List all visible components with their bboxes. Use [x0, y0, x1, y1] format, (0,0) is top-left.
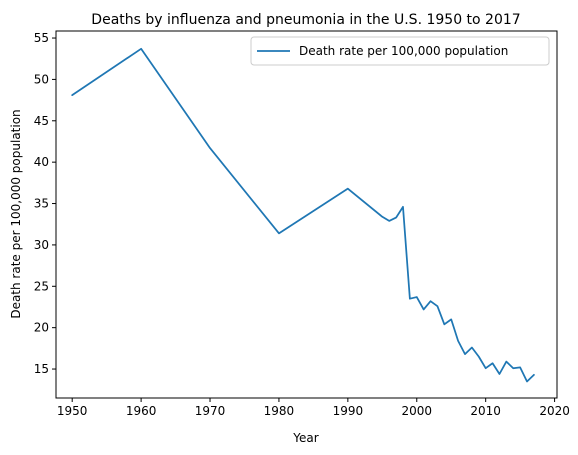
y-tick-label: 20	[34, 321, 49, 335]
legend-entry-label: Death rate per 100,000 population	[299, 44, 508, 58]
x-tick-label: 2020	[539, 404, 570, 418]
x-tick-label: 1970	[195, 404, 226, 418]
x-tick-label: 1980	[264, 404, 295, 418]
y-tick-label: 55	[34, 31, 49, 45]
y-tick-label: 50	[34, 72, 49, 86]
x-tick-label: 1960	[126, 404, 157, 418]
x-tick-label: 2000	[401, 404, 432, 418]
y-tick-label: 35	[34, 197, 49, 211]
y-axis-label: Death rate per 100,000 population	[9, 109, 23, 318]
y-tick-label: 25	[34, 279, 49, 293]
series-line	[71, 47, 535, 383]
series-group	[71, 47, 535, 383]
x-axis-label: Year	[292, 431, 318, 445]
x-tick-label: 2010	[470, 404, 501, 418]
plot-frame	[55, 30, 558, 399]
axis-ticks: 1950 1960 1970 1980 1990 2000 2010 2020 15 20 25 30…	[34, 31, 570, 418]
y-tick-label: 40	[34, 155, 49, 169]
chart-title: Deaths by influenza and pneumonia in the…	[91, 12, 520, 28]
x-tick-label: 1950	[57, 404, 88, 418]
y-tick-label: 45	[34, 114, 49, 128]
y-tick-label: 30	[34, 238, 49, 252]
legend-box	[250, 36, 550, 66]
x-tick-label: 1990	[333, 404, 364, 418]
y-tick-label: 15	[34, 362, 49, 376]
legend: Death rate per 100,000 population	[250, 36, 550, 66]
